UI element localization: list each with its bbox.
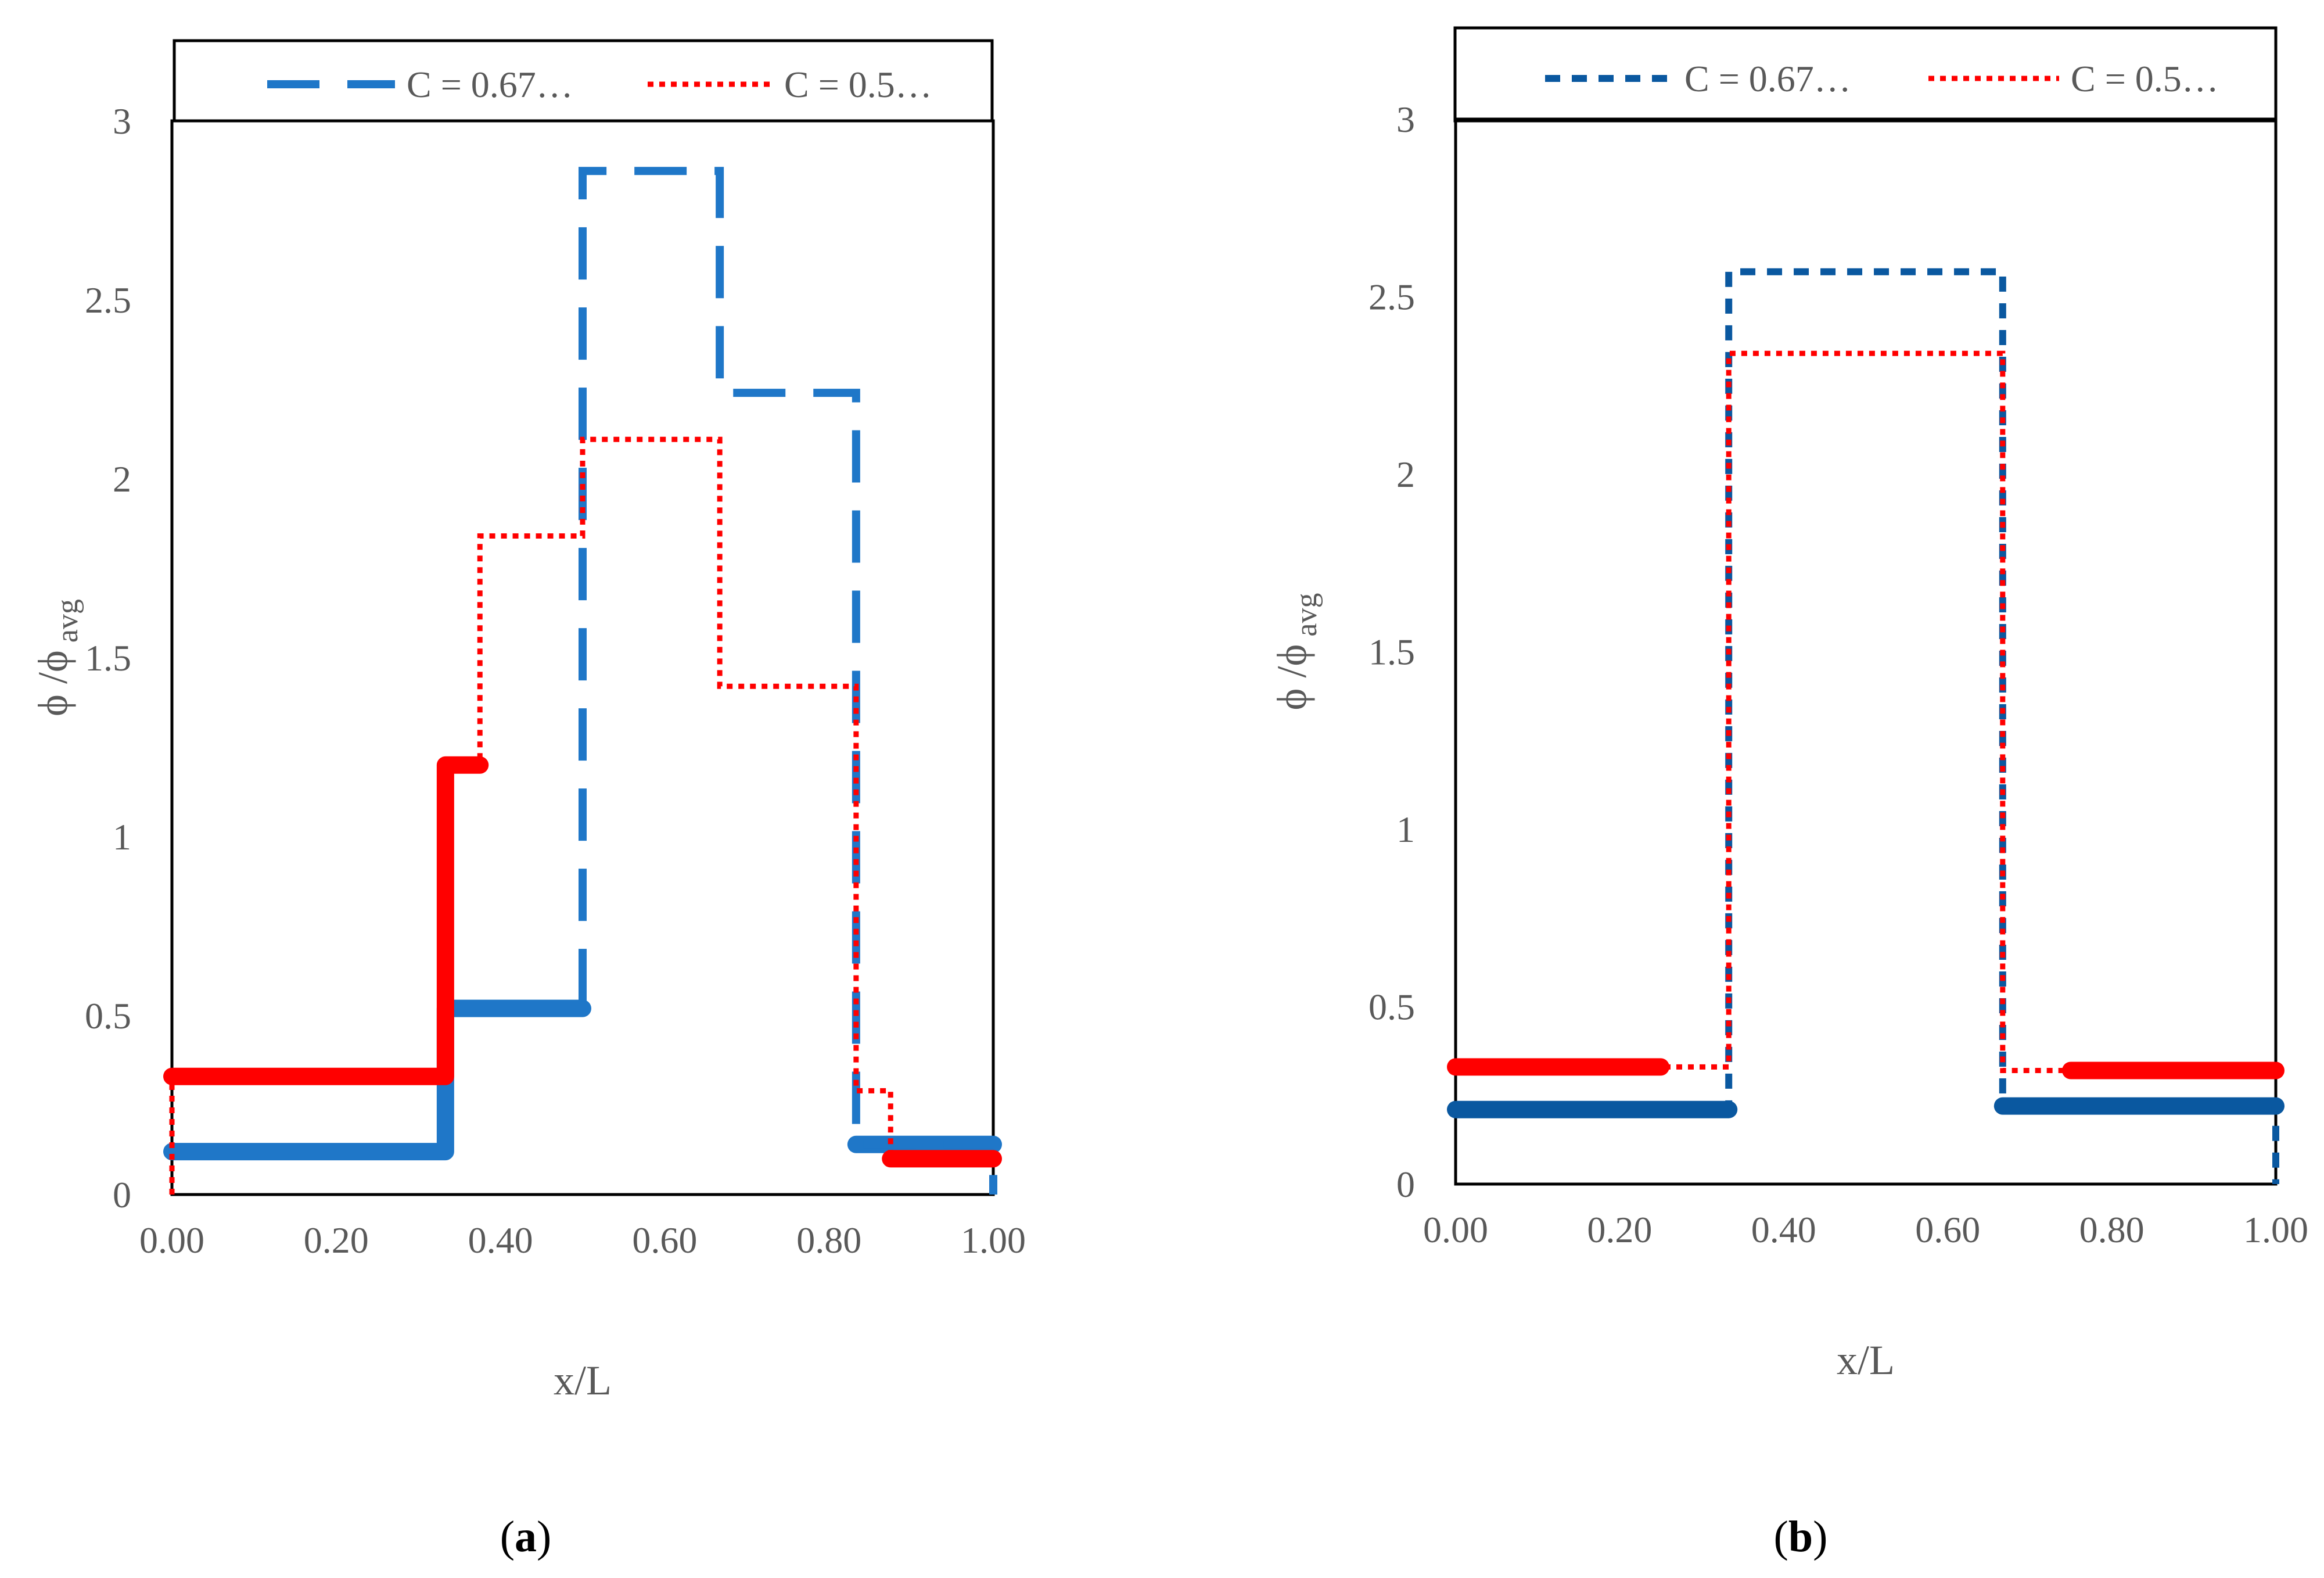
- x-axis-title: x/L: [554, 1357, 612, 1404]
- x-tick-label: 0.20: [304, 1220, 369, 1261]
- plot-area: [1454, 117, 2278, 1186]
- x-tick-label: 0.40: [468, 1220, 533, 1261]
- legend-box: [1453, 26, 2278, 123]
- panel-caption: (a): [500, 1512, 552, 1561]
- y-tick-label: 0.5: [1368, 987, 1415, 1028]
- y-tick-label: 0.5: [85, 995, 131, 1037]
- series-2-thick-segment: [163, 756, 489, 1085]
- series-2-line: [1456, 350, 2276, 1073]
- y-axis-title-subscript: avg: [1290, 593, 1323, 644]
- panel-caption-label: a: [515, 1512, 537, 1561]
- y-tick-label: 1: [113, 816, 131, 858]
- panel-caption-label: b: [1788, 1512, 1813, 1561]
- series-1-line: [172, 167, 997, 1195]
- y-tick-label: 2.5: [85, 279, 131, 321]
- x-tick-label: 0.00: [139, 1220, 204, 1261]
- x-tick-label: 0.60: [1915, 1209, 1980, 1250]
- y-tick-label: 0: [1396, 1164, 1415, 1205]
- legend-label-2: C = 0.5…: [2071, 58, 2219, 99]
- plot-area: [170, 119, 995, 1196]
- y-tick-label: 1: [1396, 809, 1415, 850]
- y-axis-title: ϕ /ϕ avg: [30, 599, 84, 716]
- y-tick-label: 3: [1396, 99, 1415, 140]
- y-axis-title-subscript: avg: [51, 599, 84, 650]
- series-1-line: [1456, 268, 2279, 1184]
- x-tick-label: 0.80: [2079, 1209, 2145, 1250]
- y-axis-title-main: ϕ /ϕ: [1269, 644, 1315, 711]
- y-tick-label: 2: [113, 458, 131, 500]
- legend-label-1: C = 0.67…: [1684, 58, 1851, 99]
- legend-label-2: C = 0.5…: [784, 64, 932, 105]
- x-tick-label: 0.00: [1423, 1209, 1488, 1250]
- x-axis-title: x/L: [1837, 1337, 1895, 1383]
- x-tick-label: 0.20: [1587, 1209, 1652, 1250]
- chart-panel-a: 0 0.5 1 1.5 2 2.5 3 0.00 0.20 0.40 0.60 0.80 1.00 x/L…: [30, 39, 1026, 1561]
- y-tick-label: 0: [113, 1174, 131, 1215]
- chart-panel-b: 0 0.5 1 1.5 2 2.5 3 0.00 0.20 0.40 0.60 0.80 1.00 x/L…: [1269, 26, 2308, 1561]
- x-tick-label: 0.60: [632, 1220, 697, 1261]
- x-tick-label: 1.00: [961, 1220, 1026, 1261]
- x-tick-label: 1.00: [2243, 1209, 2308, 1250]
- y-tick-label: 1.5: [1368, 632, 1415, 673]
- x-tick-label: 0.40: [1751, 1209, 1816, 1250]
- y-tick-label: 2.5: [1368, 277, 1415, 318]
- x-tick-label: 0.80: [796, 1220, 861, 1261]
- y-tick-label: 3: [113, 101, 131, 142]
- y-tick-label: 1.5: [85, 637, 131, 679]
- legend-label-1: C = 0.67…: [407, 64, 573, 105]
- y-tick-label: 2: [1396, 454, 1415, 495]
- y-axis-title-main: ϕ /ϕ: [30, 650, 76, 716]
- y-axis-title: ϕ /ϕ avg: [1269, 593, 1323, 711]
- panel-caption: (b): [1774, 1512, 1828, 1561]
- series-2-line: [169, 436, 993, 1195]
